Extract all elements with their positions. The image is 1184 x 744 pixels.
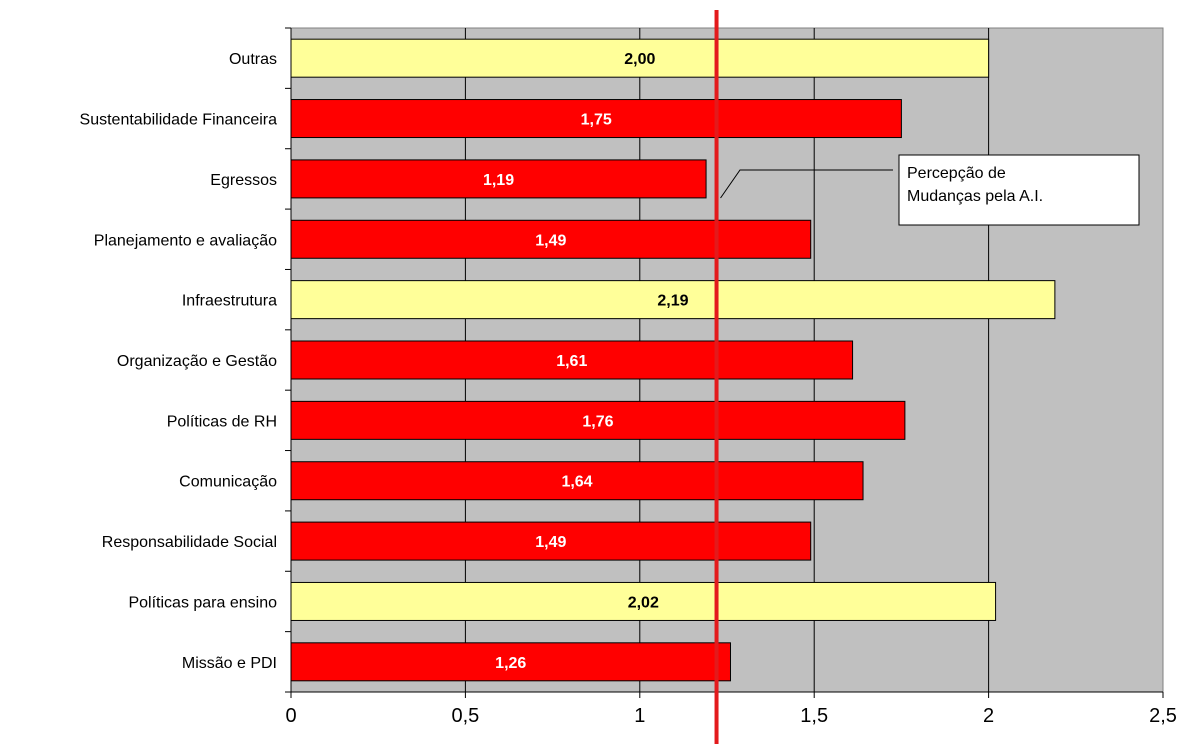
bar-value-label: 1,64 — [561, 474, 592, 491]
bar — [290, 219, 812, 259]
bar — [290, 99, 902, 139]
category-label: Responsabilidade Social — [102, 534, 277, 551]
bar-value-label: 2,00 — [624, 51, 655, 68]
category-label: Políticas de RH — [167, 413, 277, 430]
x-tick-label: 1 — [634, 705, 645, 727]
bar — [290, 642, 731, 682]
bar — [290, 521, 812, 561]
annotation-box — [898, 154, 1140, 226]
category-label: Infraestrutura — [182, 293, 277, 310]
bar-value-label: 2,02 — [628, 594, 659, 611]
bar-value-label: 1,75 — [581, 112, 612, 129]
category-label: Missão e PDI — [182, 655, 277, 672]
bar-value-label: 1,49 — [535, 534, 566, 551]
bar — [290, 400, 906, 440]
bar-value-label: 1,26 — [495, 655, 526, 672]
category-label: Planejamento e avaliação — [94, 232, 277, 249]
bar-value-label: 1,19 — [483, 172, 514, 189]
x-tick-label: 1,5 — [800, 705, 828, 727]
bar — [290, 280, 1056, 320]
x-tick-label: 0 — [285, 705, 296, 727]
category-label: Organização e Gestão — [117, 353, 277, 370]
bar — [290, 38, 990, 78]
bar — [290, 340, 854, 380]
bar-value-label: 2,19 — [657, 293, 688, 310]
annotation-leader-line — [720, 169, 893, 199]
annotation-text: Mudanças pela A.I. — [907, 188, 1043, 205]
bar — [290, 461, 864, 501]
category-label: Comunicação — [179, 474, 277, 491]
category-label: Outras — [229, 51, 277, 68]
bar-value-label: 1,61 — [556, 353, 587, 370]
x-tick-label: 2,5 — [1149, 705, 1177, 727]
bar-value-label: 1,76 — [582, 413, 613, 430]
category-label: Políticas para ensino — [128, 594, 277, 611]
category-label: Sustentabilidade Financeira — [80, 112, 278, 129]
bar — [290, 581, 997, 621]
x-tick-label: 2 — [983, 705, 994, 727]
x-tick-label: 0,5 — [451, 705, 479, 727]
annotation-text: Percepção de — [907, 165, 1006, 182]
bar — [290, 159, 707, 199]
category-label: Egressos — [210, 172, 277, 189]
bar-value-label: 1,49 — [535, 232, 566, 249]
